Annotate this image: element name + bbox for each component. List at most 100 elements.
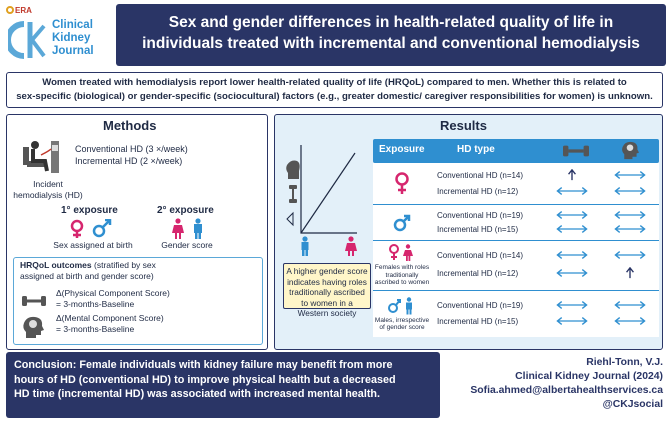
female-symbol-icon — [395, 171, 409, 194]
exposure-female — [373, 163, 431, 204]
table-row: Conventional HD (n=19) Incremental HD (n… — [373, 205, 659, 241]
double-arrow-icon — [556, 317, 588, 325]
col-exposure: Exposure — [379, 144, 425, 155]
double-arrow-icon — [614, 187, 646, 195]
double-arrow-icon — [614, 171, 646, 179]
incremental-hd-label: Incremental HD (2 ×/week) — [75, 156, 183, 166]
double-arrow-icon — [614, 211, 646, 219]
intro-line1: Women treated with hemodialysis report l… — [42, 77, 627, 88]
col-head-icon — [622, 141, 639, 160]
title-line1: Sex and gender differences in health-rel… — [168, 14, 614, 31]
incident-line1: Incident — [33, 179, 63, 189]
pcs-line1: Δ(Physical Component Score) — [56, 288, 170, 298]
journal-logo[interactable]: ERA Clinical Kidney Journal — [6, 6, 110, 64]
row1-incremental: Incremental HD (n=12) — [437, 187, 519, 196]
intro-line2: sex-specific (biological) or gender-spec… — [16, 91, 653, 102]
col-dumbbell-icon — [563, 145, 589, 157]
female-figure-icon — [345, 236, 357, 256]
secondary-exposure-label: Gender score — [161, 240, 213, 250]
double-arrow-icon — [556, 187, 588, 195]
conventional-hd-label: Conventional HD (3 ×/week) — [75, 144, 188, 154]
pcs-outcome: Δ(Physical Component Score) = 3-months-B… — [56, 288, 170, 310]
double-arrow-icon — [556, 301, 588, 309]
journal-line2: Kidney — [52, 32, 91, 44]
exposure-female-gender: Females with roles traditionally ascribe… — [373, 241, 431, 290]
double-arrow-icon — [556, 225, 588, 233]
header: ERA Clinical Kidney Journal Sex and gend… — [0, 0, 669, 70]
female-gender-icon — [389, 244, 413, 262]
female-gender-note: Females with roles traditionally ascribe… — [374, 264, 430, 287]
up-arrow-icon — [568, 169, 576, 181]
hrqol-title-rest: (stratified by sex — [91, 260, 156, 270]
results-title: Results — [440, 118, 487, 133]
double-arrow-icon — [614, 225, 646, 233]
pcs-line2: = 3-months-Baseline — [56, 299, 135, 309]
sex-symbols-icon — [70, 219, 112, 238]
double-arrow-icon — [614, 301, 646, 309]
double-arrow-icon — [614, 317, 646, 325]
author: Riehl-Tonn, V.J. — [586, 357, 663, 368]
intro-box: Women treated with hemodialysis report l… — [6, 72, 663, 108]
double-arrow-icon — [556, 251, 588, 259]
results-table: Exposure HD type Conventional HD (n=14) … — [373, 139, 659, 337]
table-row: Females with roles traditionally ascribe… — [373, 241, 659, 291]
title-bar: Sex and gender differences in health-rel… — [116, 4, 666, 66]
row2-incremental: Incremental HD (n=15) — [437, 225, 519, 234]
hrqol-title-line2: assigned at birth and gender score) — [20, 271, 154, 281]
table-row: Conventional HD (n=14) Incremental HD (n… — [373, 163, 659, 205]
journal-line1: Clinical — [52, 19, 93, 31]
citation: Clinical Kidney Journal (2024) — [515, 371, 663, 382]
hrqol-title-bold: HRQoL outcomes — [20, 260, 92, 270]
row3-incremental: Incremental HD (n=12) — [437, 269, 519, 278]
era-text: ERA — [15, 6, 32, 15]
primary-exposure-title: 1° exposure — [61, 205, 118, 216]
row1-conventional: Conventional HD (n=14) — [437, 171, 524, 180]
exposure-male-gender: Males, irrespective of gender score — [373, 291, 431, 337]
double-arrow-icon — [556, 269, 588, 277]
conclusion-line2: hours of HD (conventional HD) to improve… — [14, 373, 396, 386]
ckj-logo-icon — [8, 21, 46, 59]
hd-types: Conventional HD (3 ×/week) Incremental H… — [75, 143, 188, 167]
exposure-male — [373, 205, 431, 240]
conclusion-box: Conclusion: Female individuals with kidn… — [6, 352, 440, 418]
incident-label: Incident hemodialysis (HD) — [13, 179, 83, 201]
mcs-line1: Δ(Mental Component Score) — [56, 313, 164, 323]
hrqol-title: HRQoL outcomes (stratified by sex assign… — [20, 260, 256, 282]
double-arrow-icon — [556, 211, 588, 219]
table-header: Exposure HD type — [373, 139, 659, 163]
conclusion-line1: Conclusion: Female individuals with kidn… — [14, 359, 393, 371]
dumbbell-icon — [22, 296, 46, 306]
male-figure-icon — [301, 236, 309, 256]
table-row: Males, irrespective of gender score Conv… — [373, 291, 659, 337]
dialysis-chair-icon — [23, 141, 59, 173]
head-brain-icon — [23, 316, 44, 338]
methods-title: Methods — [103, 118, 157, 133]
mcs-outcome: Δ(Mental Component Score) = 3-months-Bas… — [56, 313, 164, 335]
double-arrow-icon — [614, 251, 646, 259]
secondary-exposure-title: 2° exposure — [157, 205, 214, 216]
gender-score-caption: A higher gender score indicates having r… — [283, 263, 371, 318]
era-logo: ERA — [6, 6, 32, 15]
mcs-line2: = 3-months-Baseline — [56, 324, 135, 334]
methods-panel: Methods Conventional HD (3 ×/week) Incre… — [6, 114, 268, 350]
gender-figures-icon — [172, 218, 202, 239]
hrqol-outcomes-box: HRQoL outcomes (stratified by sex assign… — [13, 257, 263, 345]
gender-score-diagram — [286, 145, 357, 256]
incident-line2: hemodialysis (HD) — [13, 190, 83, 200]
male-gender-note: Males, irrespective of gender score — [374, 316, 430, 332]
delta-dumbbell-icon — [289, 185, 297, 203]
conclusion-line3: HD time (incremental HD) was associated … — [14, 388, 381, 400]
results-panel: Results A higher gender score indicates … — [274, 114, 663, 350]
row4-conventional: Conventional HD (n=19) — [437, 301, 524, 310]
primary-exposure-label: Sex assigned at birth — [53, 240, 133, 250]
contact-email-link[interactable]: Sofia.ahmed@albertahealthservices.ca — [470, 385, 663, 396]
title-line2: individuals treated with incremental and… — [142, 35, 640, 52]
male-gender-icon — [388, 296, 412, 314]
col-hd-type: HD type — [457, 144, 495, 155]
page-title: Sex and gender differences in health-rel… — [126, 12, 656, 54]
social-handle-link[interactable]: @CKJsocial — [602, 399, 663, 410]
delta-head-icon — [286, 160, 300, 179]
up-arrow-icon — [626, 267, 634, 279]
row2-conventional: Conventional HD (n=19) — [437, 211, 524, 220]
male-symbol-icon — [393, 214, 411, 231]
